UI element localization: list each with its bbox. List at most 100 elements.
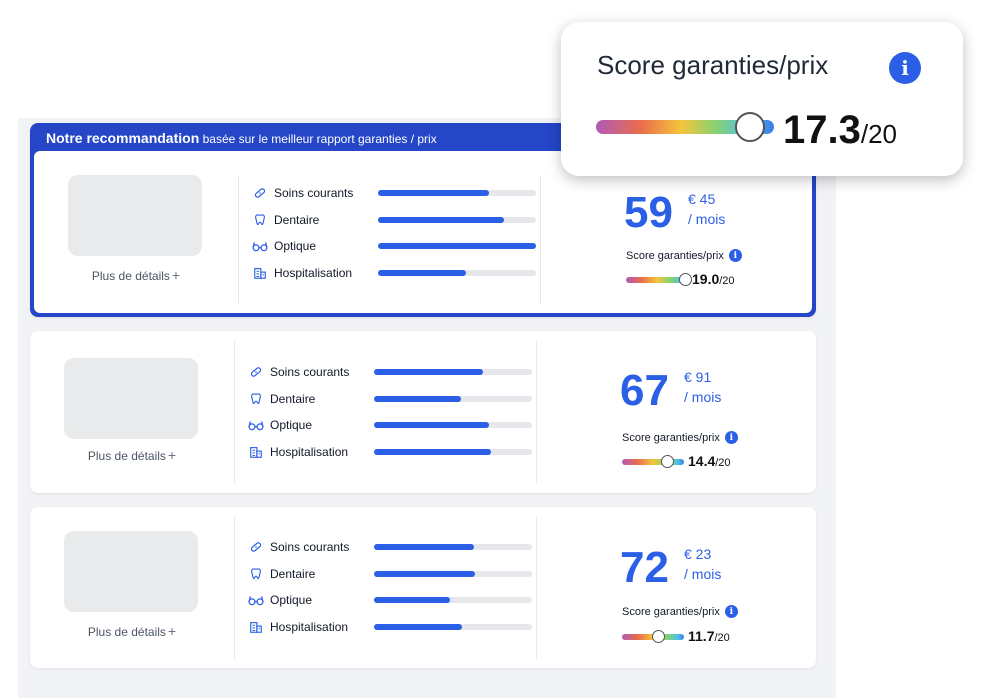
coverage-bar-fill xyxy=(378,190,489,197)
price-cents: € 23 xyxy=(684,546,712,562)
divider xyxy=(238,175,239,303)
coverage-bar xyxy=(374,544,532,551)
coverage-list: Soins courants Dentaire Optique Hospitalisa… xyxy=(252,180,542,286)
coverage-bar xyxy=(374,597,532,604)
details-link[interactable]: Plus de détails + xyxy=(54,623,210,639)
info-icon[interactable]: i xyxy=(889,52,921,84)
coverage-label: Soins courants xyxy=(270,365,350,380)
score-number: 19.0 xyxy=(692,271,720,287)
coverage-bar xyxy=(374,448,532,455)
price-period: / mois xyxy=(684,389,722,405)
details-label: Plus de détails xyxy=(87,449,166,463)
score-label-text: Score garanties/prix xyxy=(622,431,720,444)
glasses-icon xyxy=(252,238,268,254)
coverage-bar-fill xyxy=(374,448,491,455)
monthly-price: 59 € 45 / mois xyxy=(624,191,764,237)
score-number: 11.7 xyxy=(688,628,715,644)
coverage-bar-fill xyxy=(374,369,484,376)
tooltip-score-label: Score garanties/prix xyxy=(597,50,829,80)
score-gauge: 11.7/20 xyxy=(622,628,772,646)
offer-body: Plus de détails + Soins courants Dentaire Op… xyxy=(34,151,812,313)
recommendation-title: Notre recommandation xyxy=(46,130,200,146)
details-link[interactable]: Plus de détails + xyxy=(54,447,210,463)
monthly-price: 72 € 23 / mois xyxy=(620,546,760,592)
score-number: 14.4 xyxy=(688,453,716,469)
plus-icon: + xyxy=(167,447,177,463)
insurer-logo xyxy=(68,175,202,256)
coverage-list: Soins courants Dentaire Optique Hospitalisa… xyxy=(248,359,538,465)
offer-card: Plus de détails + Soins courants Dentaire Op… xyxy=(30,331,816,493)
coverage-label: Soins courants xyxy=(270,540,350,555)
bandage-icon xyxy=(252,185,268,201)
coverage-row: Dentaire xyxy=(248,386,538,413)
coverage-label: Hospitalisation xyxy=(270,444,349,459)
score-denominator: /20 xyxy=(719,275,735,287)
score-slider-knob xyxy=(652,630,666,643)
score-gauge: 14.4/20 xyxy=(622,453,772,471)
details-link[interactable]: Plus de détails + xyxy=(58,267,214,283)
insurer-logo xyxy=(64,358,198,439)
coverage-row: Optique xyxy=(252,233,542,260)
score-denominator: /20 xyxy=(715,457,731,469)
hospital-icon xyxy=(248,444,264,460)
tooltip-score-value: 17.3/20 xyxy=(783,108,897,153)
coverage-list: Soins courants Dentaire Optique Hospitalisa… xyxy=(248,534,538,640)
score-slider-knob[interactable] xyxy=(734,112,765,142)
plus-icon: + xyxy=(171,267,181,283)
coverage-label: Hospitalisation xyxy=(270,619,349,634)
score-value: 19.0/20 xyxy=(692,271,735,289)
coverage-bar xyxy=(378,190,536,197)
coverage-label: Optique xyxy=(274,239,317,254)
info-icon[interactable]: i xyxy=(724,605,738,618)
coverage-bar-fill xyxy=(374,570,476,577)
coverage-bar xyxy=(378,269,536,276)
price-period: / mois xyxy=(684,566,722,582)
divider xyxy=(536,517,537,659)
coverage-row: Soins courants xyxy=(248,359,538,386)
divider xyxy=(234,341,235,483)
score-gradient-bar xyxy=(626,277,688,283)
coverage-bar-fill xyxy=(374,597,450,604)
tooth-icon xyxy=(248,391,264,407)
coverage-label: Hospitalisation xyxy=(274,265,353,280)
coverage-bar-fill xyxy=(374,623,463,630)
monthly-price: 67 € 91 / mois xyxy=(620,369,760,415)
info-icon[interactable]: i xyxy=(724,431,738,444)
coverage-row: Hospitalisation xyxy=(248,614,538,641)
coverage-bar xyxy=(374,570,532,577)
coverage-bar-fill xyxy=(374,544,474,551)
score-label: Score garanties/prix i xyxy=(622,605,738,618)
price-integer: 72 xyxy=(620,543,669,592)
offer-card: Plus de détails + Soins courants Dentaire Op… xyxy=(30,507,816,668)
coverage-bar-fill xyxy=(378,269,467,276)
coverage-bar xyxy=(374,369,532,376)
coverage-bar-fill xyxy=(374,422,490,429)
info-icon[interactable]: i xyxy=(728,249,742,262)
hospital-icon xyxy=(252,265,268,281)
coverage-row: Dentaire xyxy=(248,561,538,588)
divider xyxy=(536,341,537,483)
hospital-icon xyxy=(248,619,264,635)
score-value: 11.7/20 xyxy=(688,628,730,646)
score-value: 14.4/20 xyxy=(688,453,731,471)
offer-body: Plus de détails + Soins courants Dentaire Op… xyxy=(30,507,816,668)
score-slider-knob xyxy=(678,273,692,286)
score-gradient-bar xyxy=(596,120,774,134)
insurer-logo xyxy=(64,531,198,612)
tooth-icon xyxy=(252,212,268,228)
score-number: 17.3 xyxy=(783,108,861,152)
coverage-label: Dentaire xyxy=(270,391,316,406)
coverage-row: Optique xyxy=(248,412,538,439)
coverage-bar xyxy=(374,395,532,402)
score-denominator: /20 xyxy=(714,632,730,644)
coverage-bar-fill xyxy=(378,216,505,223)
coverage-row: Hospitalisation xyxy=(248,439,538,466)
score-denominator: /20 xyxy=(860,119,898,149)
score-slider-knob xyxy=(660,455,674,468)
coverage-row: Optique xyxy=(248,587,538,614)
details-label: Plus de détails xyxy=(87,625,166,639)
coverage-label: Dentaire xyxy=(274,212,320,227)
glasses-icon xyxy=(248,417,264,433)
coverage-row: Soins courants xyxy=(252,180,542,207)
coverage-label: Dentaire xyxy=(270,566,316,581)
